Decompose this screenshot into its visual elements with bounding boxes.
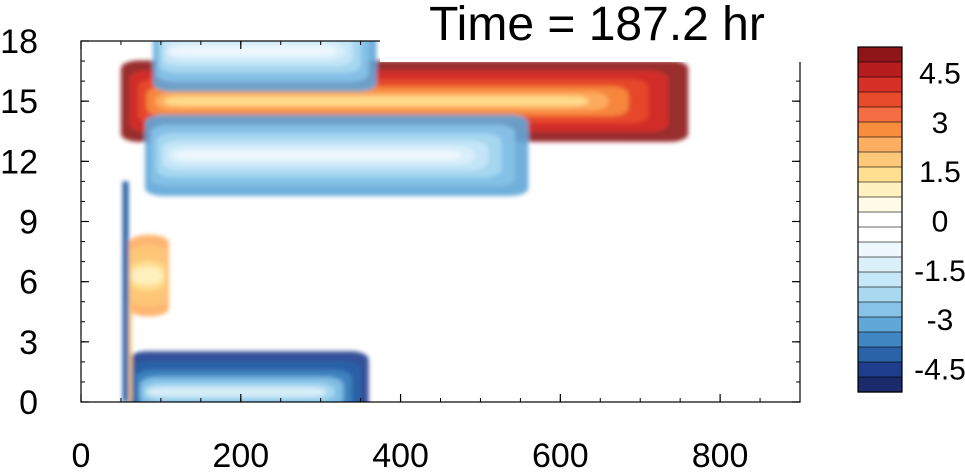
x-tick-label-1: 200 — [212, 437, 269, 473]
field-feature-3 — [128, 351, 369, 402]
title-mask — [380, 0, 820, 62]
y-axis: 0 3 6 9 12 15 18 — [0, 23, 800, 422]
y-tick-label-3: 9 — [19, 204, 38, 242]
colorbar-label-4: -1.5 — [914, 255, 965, 288]
field-layer-4-5 — [131, 270, 162, 281]
colorbar-box-22 — [857, 376, 903, 393]
colorbar-box-10 — [857, 196, 903, 213]
colorbar-box-7 — [857, 151, 903, 168]
field-feature-2 — [152, 41, 377, 92]
y-tick-label-2: 6 — [19, 264, 38, 302]
x-axis: 0 200 400 600 800 — [72, 41, 801, 473]
x-tick-label-2: 400 — [372, 437, 429, 473]
vertical-streak-positive — [128, 301, 132, 402]
field-layer-0-5 — [163, 96, 589, 106]
colorbar-box-17 — [857, 301, 903, 318]
colorbar-box-5 — [857, 121, 903, 138]
x-tick-label-3: 600 — [532, 437, 589, 473]
colorbar-label-6: -4.5 — [914, 353, 965, 386]
colorbar-label-1: 3 — [932, 107, 949, 140]
colorbar-box-15 — [857, 271, 903, 288]
field-feature-1 — [144, 114, 529, 197]
colorbar-box-21 — [857, 361, 903, 378]
colorbar-box-3 — [857, 91, 903, 108]
field-layer-1-5 — [173, 150, 462, 161]
colorbar-box-12 — [857, 226, 903, 243]
y-tick-label-6: 18 — [0, 23, 38, 61]
x-tick-label-0: 0 — [72, 437, 91, 473]
colorbar-box-1 — [857, 61, 903, 78]
colorbar-box-14 — [857, 256, 903, 273]
vertical-streak — [122, 181, 129, 402]
colorbar-box-11 — [857, 211, 903, 228]
colorbar-box-13 — [857, 241, 903, 258]
y-tick-label-5: 15 — [0, 83, 38, 121]
colorbar: 4.5 3 1.5 0 -1.5 -3 -4.5 — [857, 46, 965, 393]
colorbar-frame — [857, 46, 903, 393]
x-tick-label-4: 800 — [692, 437, 749, 473]
y-tick-label-4: 12 — [0, 143, 38, 181]
chart-title: Time = 187.2 hr — [429, 0, 765, 51]
colorbar-label-0: 4.5 — [919, 58, 961, 91]
field-layer-2-5 — [169, 46, 338, 56]
field-feature-4 — [128, 234, 169, 317]
colorbar-box-20 — [857, 346, 903, 363]
colorbar-box-16 — [857, 286, 903, 303]
y-tick-label-0: 0 — [19, 384, 38, 422]
colorbar-box-0 — [857, 46, 903, 63]
heatmap-field — [120, 41, 689, 402]
colorbar-label-5: -3 — [927, 304, 954, 337]
colorbar-box-2 — [857, 76, 903, 93]
y-tick-label-1: 3 — [19, 324, 38, 362]
colorbar-box-8 — [857, 166, 903, 183]
field-layer-3-5 — [146, 387, 327, 397]
colorbar-label-2: 1.5 — [919, 156, 961, 189]
colorbar-box-19 — [857, 331, 903, 348]
colorbar-box-4 — [857, 106, 903, 123]
colorbar-box-18 — [857, 316, 903, 333]
colorbar-box-6 — [857, 136, 903, 153]
colorbar-label-3: 0 — [932, 206, 949, 239]
colorbar-box-9 — [857, 181, 903, 198]
